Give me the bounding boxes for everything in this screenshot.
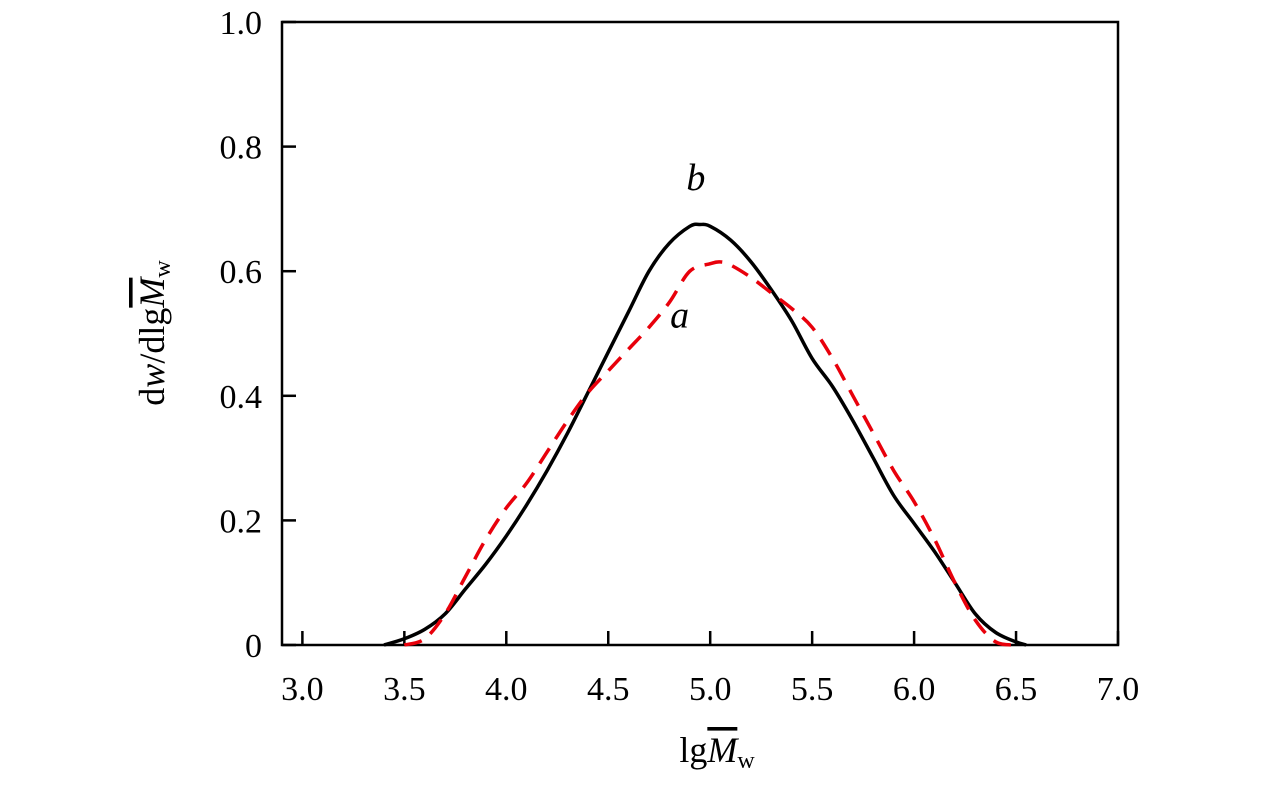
x-tick-label: 4.0 <box>485 671 528 708</box>
x-tick-label: 5.5 <box>791 671 834 708</box>
series-line-b <box>383 222 1027 647</box>
y-tick-label: 1.0 <box>220 5 263 42</box>
series-layer <box>383 222 1027 647</box>
y-axis-title: dw/dlgMw <box>132 260 176 406</box>
y-axis-title-w: w <box>132 364 172 388</box>
annotation-layer: ba <box>670 157 705 336</box>
y-axis-title-d: d <box>132 388 172 406</box>
y-axis-title-subscript: w <box>150 260 176 278</box>
x-tick-label: 6.0 <box>893 671 936 708</box>
x-axis-title-subscript: w <box>737 748 755 774</box>
y-tick-label: 0.6 <box>220 254 263 291</box>
x-axis-title-prefix: lg <box>679 730 707 770</box>
series-label-b: b <box>686 157 705 199</box>
y-tick-label: 0 <box>245 628 262 665</box>
x-tick-label: 3.5 <box>383 671 426 708</box>
x-tick-label: 3.0 <box>281 671 324 708</box>
series-line-a <box>403 260 1017 647</box>
y-ticks: 0 0.2 0.4 0.6 0.8 1.0 <box>220 5 296 665</box>
x-tick-label: 7.0 <box>1097 671 1140 708</box>
plot-frame <box>280 20 1120 647</box>
series-label-a: a <box>670 294 689 336</box>
y-tick-label: 0.8 <box>220 130 263 167</box>
x-tick-label: 6.5 <box>995 671 1038 708</box>
y-tick-label: 0.4 <box>220 379 263 416</box>
x-ticks: 3.0 3.5 4.0 4.5 5.0 5.5 6.0 6.5 7.0 <box>281 631 1139 708</box>
x-tick-label: 5.0 <box>689 671 732 708</box>
y-axis-title-mid: /dlg <box>132 308 172 364</box>
x-axis-title: lgMw <box>679 730 755 774</box>
y-axis-title-symbol: M <box>132 276 172 309</box>
y-tick-label: 0.2 <box>220 503 263 540</box>
x-axis-title-symbol: M <box>706 730 739 770</box>
x-tick-label: 4.5 <box>587 671 630 708</box>
